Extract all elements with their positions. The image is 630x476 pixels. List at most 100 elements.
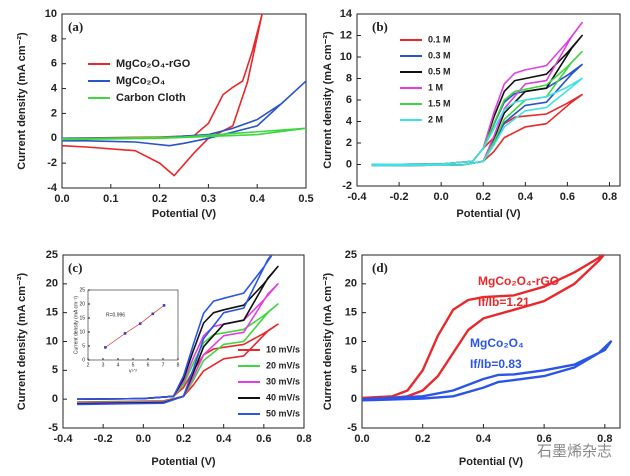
legend-label: 40 mV/s [266,392,300,402]
y-tick-label: 5 [52,364,58,376]
y-tick-label: 2 [51,107,57,119]
watermark: 石墨烯杂志 [537,443,612,460]
y-tick-label: 25 [345,249,357,261]
annotation: If/Ib=1.21 [478,295,530,309]
point [123,332,127,335]
x-tick-label: 7 [162,362,165,368]
x-tick-label: -0.4 [348,191,368,203]
y-tick-label: 12 [340,29,352,41]
x-tick-label: 4 [117,362,120,368]
y-tick-label: 15 [345,307,357,319]
legend-label: 20 mV/s [266,360,300,370]
y-tick-label: 10 [345,335,357,347]
legend-label: Carbon Cloth [116,92,186,104]
panel-label: (d) [372,260,388,275]
x-axis-title: Potential (V) [151,456,216,468]
series-line [77,323,279,403]
series-line [77,283,279,404]
annotation: If/Ib=0.83 [470,357,522,371]
y-tick-label: 0 [82,357,85,363]
x-tick-label: 0.2 [176,433,191,445]
x-tick-label: 0.4 [476,433,492,445]
y-tick-label: 10 [79,329,85,335]
point [138,322,142,325]
x-tick-label: 6 [147,362,150,368]
legend-label: 1.5 M [428,98,451,108]
y-tick-label: -5 [48,422,58,434]
panel: 0.0 0.2 0.4 0.6 0.8 -5 0 5 10 15 20 25 Potential (V)… [322,249,621,468]
panel: 0.0 0.1 0.2 0.3 0.4 0.5 -4 -2 0 2 4 6 8 10 Potential (… [16,8,314,220]
y-tick-label: -2 [47,157,57,169]
panel: -0.4 -0.2 0.0 0.2 0.4 0.6 0.8-50510152025Poten… [16,249,312,468]
plot-frame [356,13,621,187]
legend-label: 2 M [428,114,443,124]
annotation: MgCo₂O₄ [470,336,524,350]
y-tick-label: -4 [47,182,58,194]
x-tick-label: 0.6 [560,191,575,203]
inset: 2 3 4 5 6 7 8 0 5 10 15 20 25 v¹ᐟ² Current density (mA… [73,287,179,374]
x-tick-label: 3 [102,362,105,368]
legend-label: MgCo₂O₄-rGO [116,58,191,70]
y-tick-label: 15 [79,315,85,321]
legend-label: 0.3 M [428,50,451,60]
y-tick-label: 2 [346,137,352,149]
legend-label: MgCo₂O₄ [116,75,165,87]
legend-label: 0.5 M [428,66,451,76]
x-tick-label: 5 [132,362,135,368]
y-tick-label: 6 [346,94,352,106]
plot-frame [61,13,307,189]
y-axis-title: Current density (mA cm⁻²) [73,296,79,355]
legend-label: 0.1 M [428,34,451,44]
x-axis-title: Potential (V) [456,208,521,220]
series-line [362,255,606,400]
legend-label: 1 M [428,82,443,92]
x-axis-title: v¹ᐟ² [129,368,137,374]
y-tick-label: 15 [46,307,58,319]
panel-label: (a) [68,19,83,34]
x-tick-label: 2 [87,362,90,368]
point [162,304,166,307]
annotation: MgCo₂O₄-rGO [478,274,559,288]
series-line [77,303,279,404]
y-tick-label: 10 [340,51,352,63]
point [104,346,107,349]
x-tick-label: 0.5 [298,193,313,205]
series-line [371,63,583,167]
y-tick-label: 4 [51,82,58,94]
x-tick-label: 0.0 [54,193,69,205]
y-tick-label: -5 [347,422,357,434]
y-tick-label: 20 [46,278,58,290]
series-line [371,50,583,167]
x-tick-label: 0.8 [296,433,311,445]
y-axis-title: Current density (mA cm⁻²) [16,32,28,170]
y-tick-label: 0 [346,158,352,170]
y-tick-label: 8 [51,33,57,45]
y-tick-label: 6 [51,58,57,70]
x-tick-label: 0.2 [152,193,167,205]
x-axis-title: Potential (V) [459,456,524,468]
y-tick-label: 5 [351,364,357,376]
legend-label: 50 mV/s [266,408,300,418]
x-tick-label: 0.8 [597,433,612,445]
y-tick-label: 8 [346,72,352,84]
x-tick-label: 0.0 [434,191,449,203]
y-tick-label: 14 [340,8,353,20]
y-axis-title: Current density (mA cm⁻²) [322,31,334,169]
x-tick-label: 0.0 [354,433,369,445]
y-tick-label: 20 [345,278,357,290]
series-line [362,340,613,402]
series-line [62,80,306,147]
x-tick-label: 0.4 [216,433,232,445]
x-tick-label: 0.4 [518,191,534,203]
panel: -0.4 -0.2 0.0 0.2 0.4 0.6 0.8 -2 0 2 4 6 8 10 12 14 Pote… [322,8,621,220]
plot-frame [87,289,179,361]
legend-label: 30 mV/s [266,376,300,386]
y-tick-label: 10 [45,8,57,20]
x-tick-label: -0.2 [390,191,409,203]
y-tick-label: 10 [46,335,58,347]
y-tick-label: 0 [351,393,357,405]
y-tick-label: 25 [79,287,85,293]
annotation: R=0.996 [106,312,125,318]
y-axis-title: Current density (mA cm⁻²) [322,272,334,410]
